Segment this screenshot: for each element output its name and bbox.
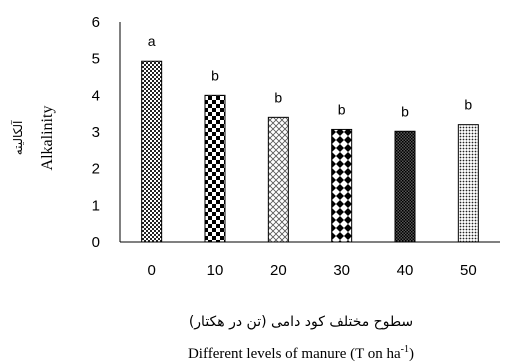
y-tick-label: 0 <box>92 234 100 251</box>
x-axis-tick-labels: 0 10 20 30 40 50 <box>147 262 476 279</box>
bar <box>457 124 479 243</box>
bar <box>204 94 226 243</box>
x-tick-label: 20 <box>270 262 287 279</box>
y-axis-label-persian: آلکالیته <box>10 120 25 155</box>
y-tick-label: 6 <box>92 14 100 31</box>
significance-letters: a b b b b b <box>148 33 473 119</box>
significance-letter: b <box>401 103 409 119</box>
x-axis-label-main: Different levels of manure (T on ha <box>188 346 401 362</box>
y-tick-label: 4 <box>92 87 100 104</box>
y-tick-label: 3 <box>92 124 100 141</box>
significance-letter: b <box>211 67 219 83</box>
significance-letter: b <box>338 101 346 117</box>
x-tick-label: 10 <box>207 262 224 279</box>
x-axis-label-superscript: -1 <box>401 344 409 355</box>
y-tick-label: 1 <box>92 197 100 214</box>
x-axis-label: Different levels of manure (T on ha-1) <box>188 344 414 362</box>
bar <box>267 116 289 243</box>
significance-letter: b <box>464 97 472 113</box>
x-axis-label-close: ) <box>409 346 414 362</box>
significance-letter: a <box>148 33 156 49</box>
x-tick-label: 50 <box>460 262 477 279</box>
y-axis-tick-labels: 0 1 2 3 4 5 6 <box>92 14 100 251</box>
y-tick-label: 2 <box>92 161 100 178</box>
x-tick-label: 30 <box>333 262 350 279</box>
y-tick-label: 5 <box>92 51 100 68</box>
bars-group <box>141 60 479 243</box>
x-axis-label-persian: سطوح مختلف کود دامی (تن در هکتار) <box>189 314 413 330</box>
bar <box>394 130 416 243</box>
bar <box>331 128 353 243</box>
y-axis-label: Alkalinity <box>39 106 56 171</box>
bar <box>141 60 163 243</box>
x-tick-label: 40 <box>397 262 414 279</box>
significance-letter: b <box>274 89 282 105</box>
x-tick-label: 0 <box>147 262 155 279</box>
